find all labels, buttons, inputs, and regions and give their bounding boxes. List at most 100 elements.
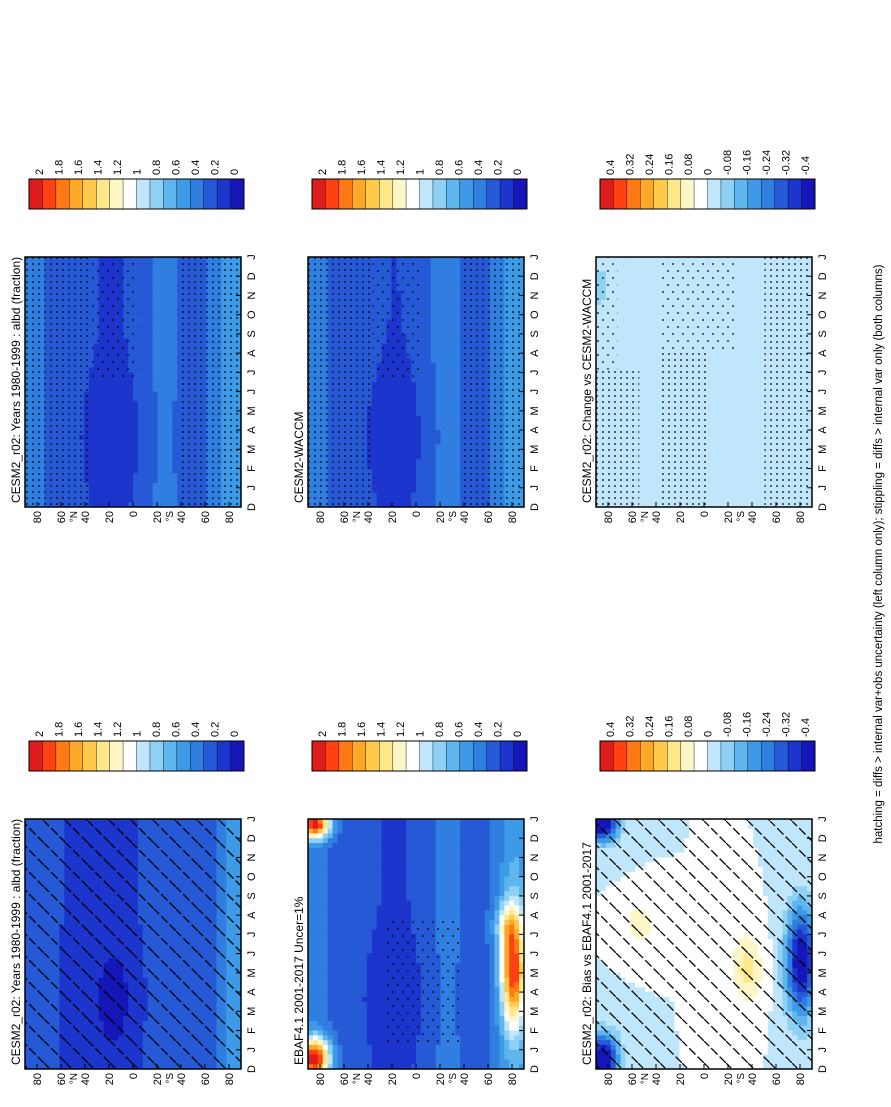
colorbar-swatch [720, 178, 735, 210]
colorbar-swatch [95, 740, 111, 772]
month-tick-label: J [817, 951, 829, 957]
lat-tick-label: 0 [411, 1073, 423, 1079]
month-tick-label: S [817, 892, 829, 899]
colorbar-label: 0.2 [493, 160, 505, 175]
colorbar-swatch [734, 178, 749, 210]
stippling-overlay [89, 257, 138, 382]
month-tick-label: J [817, 254, 829, 260]
stippling-overlay [25, 257, 90, 507]
colorbar-swatch [486, 178, 501, 210]
month-tick-label: J [529, 389, 541, 395]
panel-title: CESM2_r02: Change vs CESM2-WACCM [580, 279, 594, 503]
lat-tick-label: 20 [104, 511, 116, 523]
stippling-overlay [660, 352, 709, 507]
month-tick-label: N [246, 291, 258, 299]
lat-tick-label: 60 [483, 511, 495, 523]
colorbar-label: 0.8 [434, 722, 446, 737]
lat-tick-label: 20 [387, 1073, 399, 1085]
month-tick-label: J [246, 932, 258, 938]
panel-5: CESM2_r02: Bias vs EBAF4.1 2001-2017 D J F M… [580, 712, 829, 1085]
colorbar-swatch [432, 178, 447, 210]
colorbar-swatch [459, 178, 474, 210]
colorbar-label: -0.08 [722, 150, 734, 175]
month-tick-label: F [529, 1027, 541, 1034]
colorbar-swatch [28, 178, 43, 210]
panel-6: CESM2_r02: Change vs CESM2-WACCM D J F M A M J J… [580, 150, 829, 523]
month-tick-label: D [817, 503, 829, 511]
colorbar-swatch [69, 178, 84, 210]
colorbar-swatch [459, 740, 474, 772]
colorbar-frame [599, 740, 816, 772]
colorbar-swatch [230, 178, 245, 210]
colorbar-swatch [325, 178, 340, 210]
month-tick-label: N [817, 291, 829, 299]
colorbar-swatch [325, 740, 340, 772]
month-tick-label: A [246, 426, 258, 434]
lat-tick-label: 40 [80, 511, 92, 523]
colorbar-swatch [163, 178, 178, 210]
colorbar-swatch [405, 178, 421, 210]
figure-footnote: hatching = diffs > internal var+obs unce… [873, 264, 885, 843]
month-tick-label: M [529, 445, 541, 454]
month-tick-label: A [246, 988, 258, 996]
stippling-overlay [764, 257, 812, 507]
colorbar-label: 1.6 [73, 160, 85, 175]
lat-tick-label: 40 [747, 511, 759, 523]
colorbar-swatch [473, 178, 488, 210]
colorbar-swatch [720, 740, 735, 772]
colorbar-swatch [626, 178, 641, 210]
month-tick-label: M [246, 968, 258, 977]
colorbar-label: 0.16 [663, 716, 675, 737]
colorbar-label: 1 [132, 731, 144, 737]
stippling-overlay [463, 257, 524, 507]
month-tick-label: M [246, 406, 258, 415]
lat-tick-label: 60 [56, 1073, 68, 1085]
colorbar-label: 1.4 [375, 722, 387, 737]
month-tick-label: D [246, 1065, 258, 1073]
lat-tick-label: 80 [315, 511, 327, 523]
panel-1: CESM2_r02: Years 1980-1999 : albd (fract… [9, 722, 258, 1086]
lat-tick-label: 0 [128, 511, 140, 517]
colorbar-swatch [419, 178, 434, 210]
colorbar-label: 1.4 [92, 160, 104, 175]
colorbar-label: 1.2 [395, 160, 407, 175]
lat-tick-label: 20 [435, 1073, 447, 1085]
colorbar-swatch [311, 740, 326, 772]
month-tick-label: J [246, 254, 258, 260]
lat-tick-label: 20 [435, 511, 447, 523]
lat-tick-label: 40 [651, 511, 663, 523]
month-tick-label: N [529, 291, 541, 299]
lat-tick-label: 20 [675, 1073, 687, 1085]
stippling-overlay [660, 257, 737, 352]
colorbar-swatch [82, 178, 97, 210]
colorbar-swatch [136, 740, 151, 772]
colorbar-swatch [626, 740, 641, 772]
colorbar-label: 0.4 [473, 160, 485, 175]
colorbar-label: 1.6 [356, 160, 368, 175]
colorbar-swatch [338, 178, 353, 210]
panel-title: CESM2-WACCM [292, 411, 306, 503]
lat-tick-label: 0 [411, 511, 423, 517]
month-tick-label: A [529, 349, 541, 357]
colorbar-frame [599, 178, 816, 210]
stippling-overlay [596, 369, 640, 507]
lat-tick-label: 60 [771, 1073, 783, 1085]
month-tick-label: J [529, 932, 541, 938]
month-tick-label: F [817, 1027, 829, 1034]
colorbar-swatch [392, 178, 407, 210]
month-tick-label: S [817, 330, 829, 337]
colorbar-label: 0.24 [644, 154, 656, 175]
colorbar-label: -0.24 [761, 150, 773, 175]
stippling-overlay [383, 919, 460, 1044]
month-tick-label: D [529, 834, 541, 842]
lat-tick-label: 40 [80, 1073, 92, 1085]
month-tick-label: O [817, 872, 829, 881]
colorbar-swatch [734, 740, 749, 772]
colorbar-swatch [216, 740, 232, 772]
stippling-overlay [596, 257, 618, 370]
colorbar: 2 1.8 1.6 1.4 1.2 1 0.8 0.6 0.4 0.2 0 [311, 160, 528, 210]
month-tick-label: J [817, 485, 829, 491]
lat-tick-label: 20 [723, 511, 735, 523]
lat-tick-label: 40 [651, 1073, 663, 1085]
colorbar-label: 1 [132, 169, 144, 175]
